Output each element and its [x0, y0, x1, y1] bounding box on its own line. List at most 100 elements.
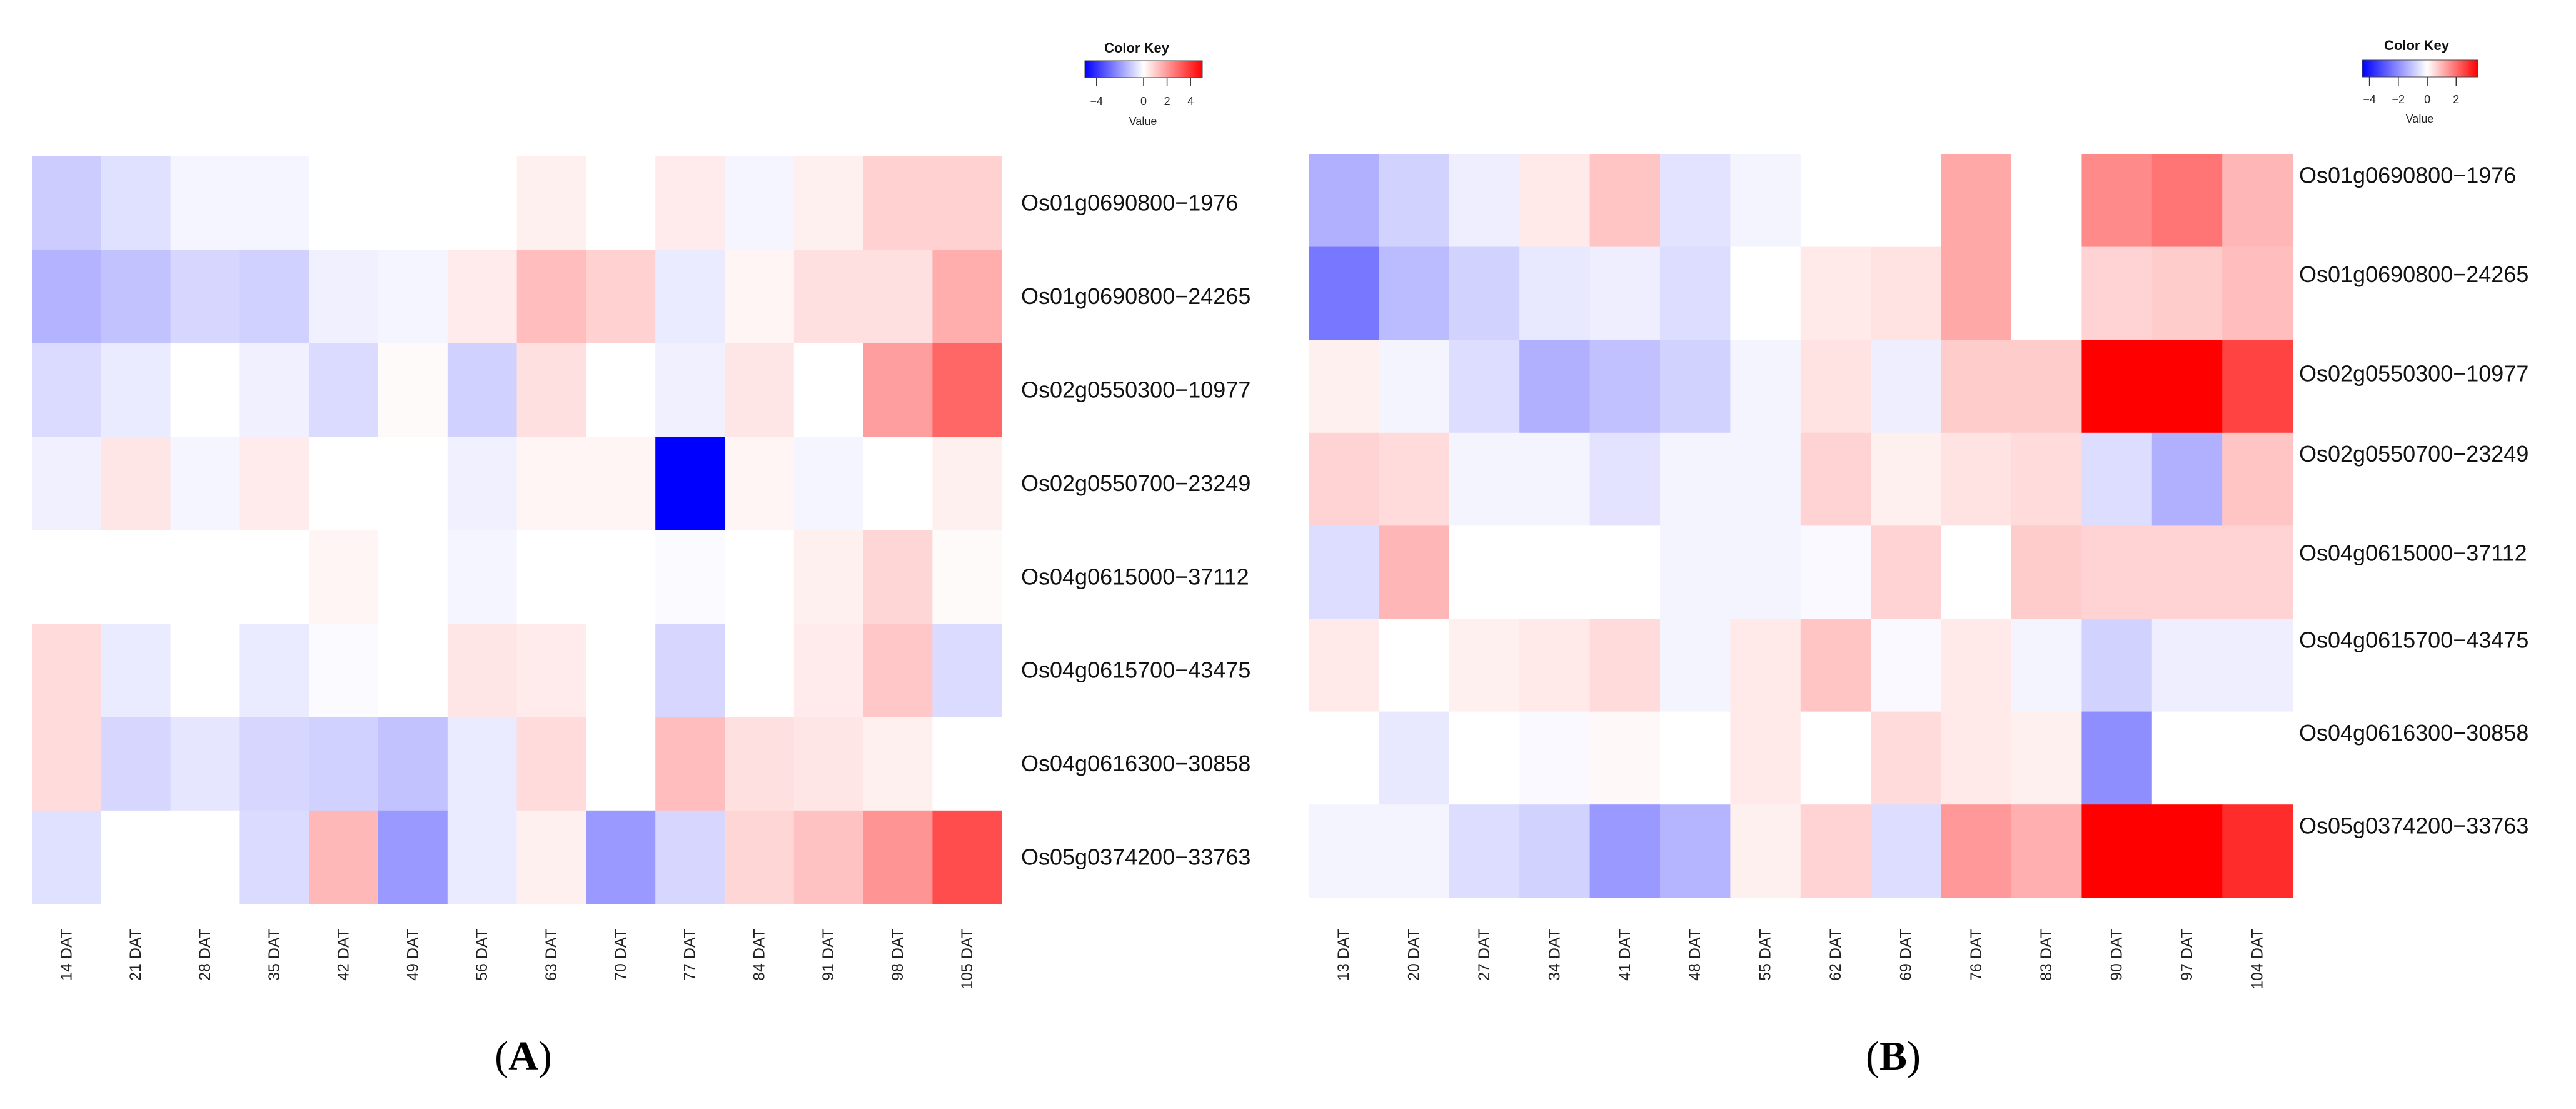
column-label-b-13: 104 DAT [2248, 929, 2266, 990]
column-label-a-13: 105 DAT [958, 929, 976, 990]
heatmap-cell-b-r5-c0 [1309, 619, 1379, 712]
heatmap-cell-b-r4-c3 [1519, 525, 1591, 619]
panel-a: Color Key −4 0 2 4 Value Os01g0690800−1976O… [32, 40, 1250, 1079]
heatmap-cell-a-r6-c7 [516, 717, 586, 811]
row-label-a-0: Os01g0690800−1976 [1021, 190, 1238, 216]
color-key-b: Color Key −4 −2 0 2 Value [2362, 38, 2478, 125]
heatmap-cell-a-r2-c11 [793, 343, 864, 437]
heatmap-cell-b-r7-c1 [1379, 804, 1450, 898]
heatmap-cell-a-r5-c9 [655, 624, 725, 717]
row-labels-a: Os01g0690800−1976 Os01g0690800−24265 Os02g… [1021, 190, 1250, 870]
column-label-a-9: 77 DAT [682, 929, 699, 981]
heatmap-cell-b-r4-c4 [1589, 525, 1661, 619]
heatmap-cell-b-r5-c11 [2081, 619, 2153, 712]
heatmap-cell-a-r5-c13 [932, 624, 1002, 717]
heatmap-cell-b-r4-c1 [1379, 525, 1450, 619]
heatmap-cell-b-r5-c4 [1589, 619, 1661, 712]
heatmap-cell-b-r6-c13 [2222, 711, 2293, 805]
row-label-b-1: Os01g0690800−24265 [2299, 261, 2528, 287]
heatmap-cell-b-r3-c5 [1660, 432, 1731, 526]
heatmap-cell-b-r0-c11 [2081, 154, 2153, 248]
heatmap-cell-b-r5-c7 [1800, 619, 1871, 712]
heatmap-cell-b-r1-c11 [2081, 246, 2153, 340]
heatmap-cell-a-r0-c13 [932, 156, 1002, 250]
heatmap-cell-a-r7-c3 [239, 810, 309, 904]
heatmap-cell-a-r4-c3 [239, 530, 309, 624]
heatmap-cell-b-r6-c4 [1589, 711, 1661, 805]
heatmap-cell-b-r1-c1 [1379, 246, 1450, 340]
heatmap-cell-b-r1-c3 [1519, 246, 1591, 340]
heatmap-cell-a-r5-c6 [447, 624, 518, 717]
heatmap-cell-b-r7-c2 [1449, 804, 1520, 898]
heatmap-cell-b-r5-c2 [1449, 619, 1520, 712]
column-label-a-0: 14 DAT [58, 929, 75, 981]
heatmap-cell-b-r7-c0 [1309, 804, 1379, 898]
column-label-a-8: 70 DAT [612, 929, 630, 981]
heatmap-cell-a-r5-c8 [586, 624, 656, 717]
row-label-b-3: Os02g0550700−23249 [2299, 441, 2528, 467]
heatmap-cell-a-r0-c1 [101, 156, 171, 250]
heatmap-cell-b-r6-c3 [1519, 711, 1591, 805]
heatmap-cell-b-r7-c8 [1871, 804, 1942, 898]
heatmap-cell-a-r1-c4 [309, 250, 379, 344]
color-key-xlabel-a: Value [1129, 115, 1157, 128]
heatmap-cell-a-r7-c4 [309, 810, 379, 904]
heatmap-cell-b-r5-c6 [1730, 619, 1801, 712]
column-label-b-3: 34 DAT [1546, 929, 1563, 981]
heatmap-cell-b-r2-c0 [1309, 340, 1379, 433]
heatmap-cell-a-r2-c12 [863, 343, 933, 437]
heatmap-cell-a-r6-c5 [378, 717, 448, 811]
heatmap-cell-a-r6-c4 [309, 717, 379, 811]
heatmap-cell-a-r5-c11 [793, 624, 864, 717]
column-label-a-7: 63 DAT [543, 929, 560, 981]
heatmap-cell-a-r6-c8 [586, 717, 656, 811]
heatmap-cell-a-r3-c13 [932, 437, 1002, 531]
color-key-title-a: Color Key [1104, 40, 1170, 56]
column-label-b-8: 69 DAT [1897, 929, 1914, 981]
heatmap-cell-a-r1-c9 [655, 250, 725, 344]
heatmap-cell-a-r2-c13 [932, 343, 1002, 437]
heatmap-cell-b-r1-c9 [1941, 246, 2012, 340]
column-label-a-10: 84 DAT [750, 929, 768, 981]
heatmap-cell-b-r0-c1 [1379, 154, 1450, 248]
heatmap-cell-b-r3-c3 [1519, 432, 1591, 526]
heatmap-cell-a-r7-c13 [932, 810, 1002, 904]
heatmap-cell-b-r5-c5 [1660, 619, 1731, 712]
color-key-tick-label-a-0: −4 [1090, 95, 1104, 108]
color-key-tick-label-a-3: 4 [1187, 95, 1194, 108]
color-key-tick-label-b-2: 0 [2424, 93, 2430, 106]
row-label-a-5: Os04g0615700−43475 [1021, 657, 1250, 683]
heatmap-cell-a-r1-c10 [725, 250, 795, 344]
heatmap-cell-b-r5-c9 [1941, 619, 2012, 712]
row-label-b-4: Os04g0615000−37112 [2299, 540, 2527, 566]
heatmap-cell-a-r4-c7 [516, 530, 586, 624]
heatmap-cell-a-r0-c11 [793, 156, 864, 250]
heatmap-cell-a-r1-c12 [863, 250, 933, 344]
heatmap-cell-a-r0-c10 [725, 156, 795, 250]
panel-label-a: (A) [495, 1033, 552, 1079]
heatmap-cell-b-r7-c6 [1730, 804, 1801, 898]
column-label-b-12: 97 DAT [2178, 929, 2196, 981]
heatmap-cell-a-r2-c4 [309, 343, 379, 437]
heatmap-cell-a-r1-c13 [932, 250, 1002, 344]
heatmap-cell-a-r6-c12 [863, 717, 933, 811]
heatmap-cell-b-r0-c9 [1941, 154, 2012, 248]
heatmap-cell-b-r1-c2 [1449, 246, 1520, 340]
heatmap-cell-b-r4-c10 [2011, 525, 2082, 619]
heatmap-cell-a-r1-c5 [378, 250, 448, 344]
heatmap-cell-a-r1-c1 [101, 250, 171, 344]
column-label-b-10: 83 DAT [2038, 929, 2055, 981]
heatmap-cell-a-r6-c1 [101, 717, 171, 811]
heatmap-cell-a-r4-c13 [932, 530, 1002, 624]
color-key-ticks-b: −4 −2 0 2 [2363, 77, 2459, 106]
heatmap-cell-b-r1-c6 [1730, 246, 1801, 340]
heatmap-cell-a-r5-c5 [378, 624, 448, 717]
heatmap-cell-a-r3-c9 [655, 437, 725, 531]
heatmap-cells-b [1309, 154, 2293, 898]
row-label-b-5: Os04g0615700−43475 [2299, 627, 2528, 652]
heatmap-cell-a-r3-c11 [793, 437, 864, 531]
column-label-b-0: 13 DAT [1335, 929, 1352, 981]
heatmap-cell-a-r2-c8 [586, 343, 656, 437]
heatmap-cell-b-r6-c7 [1800, 711, 1871, 805]
